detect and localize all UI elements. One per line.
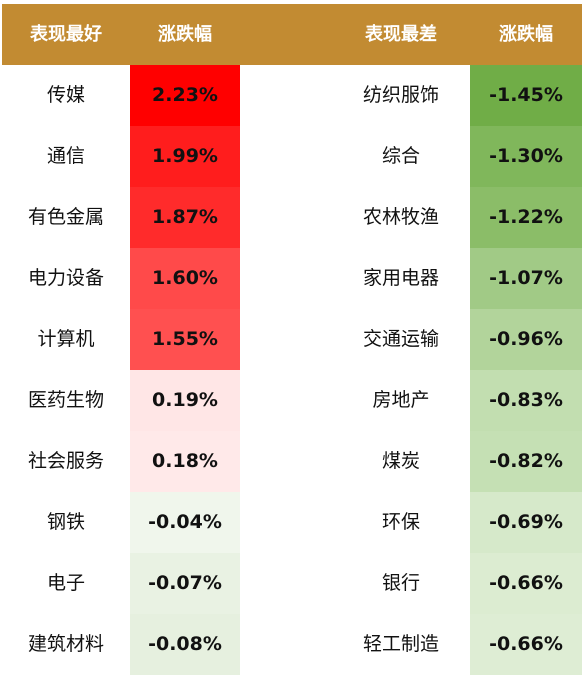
- table-row: 传媒 2.23% 纺织服饰 -1.45%: [2, 65, 582, 126]
- best-industry-change: 1.60%: [130, 248, 240, 309]
- worst-industry-change: -0.82%: [470, 431, 582, 492]
- worst-industry-change: -0.96%: [470, 309, 582, 370]
- best-industry-change: 1.55%: [130, 309, 240, 370]
- worst-industry-change: -0.83%: [470, 370, 582, 431]
- best-industry-change: 1.87%: [130, 187, 240, 248]
- best-industry-change: 2.23%: [130, 65, 240, 126]
- worst-industry-change: -1.30%: [470, 126, 582, 187]
- best-industry-name: 电子: [46, 572, 85, 594]
- best-industry-change: -0.04%: [130, 492, 240, 553]
- best-industry-change: 0.18%: [130, 431, 240, 492]
- best-industry-change: -0.07%: [130, 553, 240, 614]
- table-row: 电子 -0.07% 银行 -0.66%: [2, 553, 582, 614]
- best-industry-name: 计算机: [37, 328, 95, 350]
- worst-industry-change: -1.45%: [470, 65, 582, 126]
- worst-industry-name: 环保: [381, 511, 420, 533]
- worst-industry-name: 纺织服饰: [362, 84, 439, 106]
- best-industry-change: -0.08%: [130, 614, 240, 675]
- worst-industry-name: 综合: [381, 145, 420, 167]
- table-row: 钢铁 -0.04% 环保 -0.69%: [2, 492, 582, 553]
- worst-industry-name: 银行: [381, 572, 420, 594]
- best-industry-name: 钢铁: [46, 511, 85, 533]
- header-best-change: 涨跌幅: [158, 24, 212, 45]
- table-header: 表现最好 涨跌幅 表现最差 涨跌幅: [2, 4, 582, 65]
- table-row: 计算机 1.55% 交通运输 -0.96%: [2, 309, 582, 370]
- worst-industry-name: 煤炭: [381, 450, 420, 472]
- best-industry-name: 传媒: [46, 84, 85, 106]
- worst-industry-name: 交通运输: [362, 328, 439, 350]
- best-industry-name: 有色金属: [27, 206, 104, 228]
- header-worst-change: 涨跌幅: [499, 24, 553, 45]
- worst-industry-change: -1.22%: [470, 187, 582, 248]
- worst-industry-change: -0.66%: [470, 614, 582, 675]
- header-worst-name: 表现最差: [365, 24, 437, 45]
- header-best-name: 表现最好: [30, 24, 102, 45]
- industry-performance-table: 表现最好 涨跌幅 表现最差 涨跌幅 传媒 2.23% 纺织服饰 -1.45% 通信 1.9…: [2, 4, 582, 675]
- best-industry-change: 0.19%: [130, 370, 240, 431]
- worst-industry-name: 轻工制造: [362, 633, 439, 655]
- table-row: 医药生物 0.19% 房地产 -0.83%: [2, 370, 582, 431]
- table-row: 社会服务 0.18% 煤炭 -0.82%: [2, 431, 582, 492]
- table-row: 有色金属 1.87% 农林牧渔 -1.22%: [2, 187, 582, 248]
- table-row: 通信 1.99% 综合 -1.30%: [2, 126, 582, 187]
- best-industry-name: 电力设备: [27, 267, 104, 289]
- best-industry-change: 1.99%: [130, 126, 240, 187]
- worst-industry-name: 农林牧渔: [362, 206, 439, 228]
- worst-industry-name: 家用电器: [362, 267, 439, 289]
- table-row: 电力设备 1.60% 家用电器 -1.07%: [2, 248, 582, 309]
- best-industry-name: 社会服务: [27, 450, 104, 472]
- table-row: 建筑材料 -0.08% 轻工制造 -0.66%: [2, 614, 582, 675]
- worst-industry-change: -0.69%: [470, 492, 582, 553]
- worst-industry-name: 房地产: [372, 389, 430, 411]
- worst-industry-change: -0.66%: [470, 553, 582, 614]
- best-industry-name: 通信: [46, 145, 85, 167]
- worst-industry-change: -1.07%: [470, 248, 582, 309]
- best-industry-name: 医药生物: [27, 389, 104, 411]
- best-industry-name: 建筑材料: [27, 633, 104, 655]
